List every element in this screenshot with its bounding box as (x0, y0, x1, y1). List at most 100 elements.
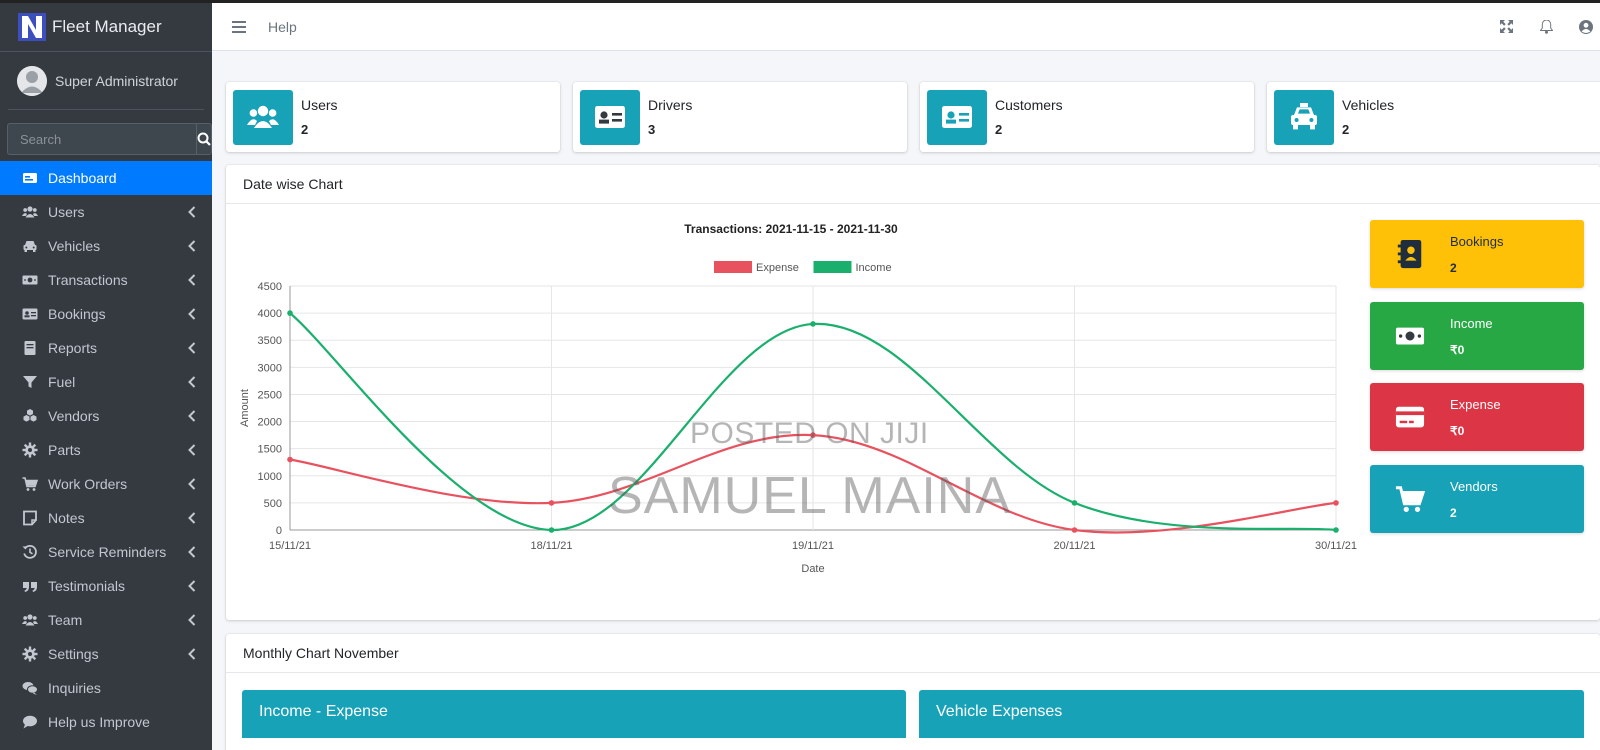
sidebar-item-team[interactable]: Team (0, 603, 212, 637)
chevron-left-icon (188, 580, 198, 592)
stat-value: 2 (1450, 505, 1457, 520)
chevron-left-icon (188, 444, 198, 456)
info-box-customers[interactable]: Customers 2 (920, 82, 1254, 152)
search-button[interactable] (196, 123, 212, 155)
x-tick-label: 18/11/21 (530, 540, 572, 552)
sidebar-item-label: Help us Improve (48, 714, 150, 730)
data-point-expense (287, 456, 293, 463)
sidebar-item-bookings[interactable]: Bookings (0, 297, 212, 331)
help-link[interactable]: Help (268, 18, 297, 35)
vehicle-expenses-panel: Vehicle Expenses (919, 690, 1584, 750)
y-tick-label: 1500 (258, 444, 282, 456)
sidebar-item-label: Vehicles (48, 238, 101, 254)
stat-label: Expense (1450, 396, 1501, 412)
y-tick-label: 4000 (258, 308, 282, 320)
sidebar-item-dashboard[interactable]: Dashboard (0, 161, 212, 195)
book-icon (20, 340, 40, 356)
stat-box-vendors[interactable]: Vendors 2 (1370, 465, 1584, 533)
data-point-income (1333, 527, 1339, 533)
panel-title: Vehicle Expenses (936, 703, 1063, 720)
sidebar-item-testimonials[interactable]: Testimonials (0, 569, 212, 603)
sidebar-item-inquiries[interactable]: Inquiries (0, 671, 212, 705)
id-card-icon (20, 306, 40, 322)
y-axis-label: Amount (239, 389, 251, 427)
info-box-label: Users (301, 97, 338, 113)
chevron-left-icon (188, 274, 198, 286)
sidebar-item-label: Testimonials (48, 578, 126, 594)
info-box-label: Vehicles (1342, 97, 1395, 113)
info-box-vehicles[interactable]: Vehicles 2 (1267, 82, 1600, 152)
sidebar-item-parts[interactable]: Parts (0, 433, 212, 467)
sidebar-nav: Dashboard Users Vehicles Transactions Bookin… (0, 161, 212, 739)
filter-icon (20, 374, 40, 390)
sidebar-item-help-us-improve[interactable]: Help us Improve (0, 705, 212, 739)
info-box-label: Drivers (648, 97, 693, 113)
card-header: Monthly Chart November (226, 634, 1600, 673)
line-chart: 0 500 1000 1500 2000 2500 3000 3500 4000 4500 15/1… (239, 261, 1357, 575)
gear-icon (20, 442, 40, 458)
comments-icon (20, 680, 40, 696)
team-icon (20, 612, 40, 628)
x-tick-label: 19/11/21 (792, 540, 834, 552)
sidebar-item-vehicles[interactable]: Vehicles (0, 229, 212, 263)
fullscreen-icon[interactable] (1498, 19, 1514, 35)
sidebar-item-users[interactable]: Users (0, 195, 212, 229)
sidebar-item-settings[interactable]: Settings (0, 637, 212, 671)
chevron-left-icon (188, 308, 198, 320)
sidebar-item-label: Settings (48, 646, 99, 662)
sidebar-item-label: Work Orders (48, 476, 128, 492)
info-box-drivers[interactable]: Drivers 3 (573, 82, 907, 152)
search-input[interactable] (7, 123, 196, 155)
y-tick-label: 0 (276, 525, 282, 537)
user-panel[interactable]: Super Administrator (8, 52, 204, 110)
brand-logo (16, 11, 48, 43)
stat-label: Income (1450, 315, 1493, 331)
menu-toggle-icon[interactable] (232, 19, 248, 35)
chevron-left-icon (188, 546, 198, 558)
bell-icon[interactable] (1538, 19, 1554, 35)
chevron-left-icon (188, 410, 198, 422)
info-box-number: 3 (648, 122, 656, 137)
stat-box-income[interactable]: Income ₹0 (1370, 302, 1584, 370)
sidebar-item-vendors[interactable]: Vendors (0, 399, 212, 433)
stat-box-bookings[interactable]: Bookings 2 (1370, 220, 1584, 288)
sidebar-item-reports[interactable]: Reports (0, 331, 212, 365)
sidebar-item-label: Inquiries (48, 680, 101, 696)
avatar (17, 65, 47, 96)
cart-icon (1370, 484, 1450, 514)
y-tick-label: 3000 (258, 362, 282, 374)
sidebar-item-label: Service Reminders (48, 544, 167, 560)
series-line-income (289, 312, 1337, 532)
users-icon (20, 204, 40, 220)
chevron-left-icon (188, 648, 198, 660)
y-tick-label: 2500 (258, 389, 282, 401)
y-tick-label: 2000 (258, 417, 282, 429)
brand[interactable]: Fleet Manager (0, 3, 212, 52)
data-point-expense (548, 500, 555, 506)
sidebar-item-transactions[interactable]: Transactions (0, 263, 212, 297)
data-point-income (287, 310, 293, 316)
sidebar-item-notes[interactable]: Notes (0, 501, 212, 535)
info-box-number: 2 (995, 122, 1003, 137)
sidebar-item-label: Team (48, 612, 83, 628)
x-axis-label: Date (801, 563, 824, 575)
sidebar-item-work-orders[interactable]: Work Orders (0, 467, 212, 501)
x-tick-label: 30/11/21 (1315, 540, 1357, 552)
data-point-expense (1071, 527, 1078, 533)
user-circle-icon[interactable] (1578, 19, 1594, 35)
sidebar: Fleet Manager Super Administrator Dashbo… (0, 0, 212, 750)
panel-title: Income - Expense (259, 703, 388, 720)
info-box-number: 2 (1342, 122, 1350, 137)
chevron-left-icon (188, 512, 198, 524)
sidebar-item-fuel[interactable]: Fuel (0, 365, 212, 399)
stat-box-expense[interactable]: Expense ₹0 (1370, 383, 1584, 451)
user-name: Super Administrator (55, 72, 178, 89)
comment-icon (20, 714, 40, 730)
income-expense-panel: Income - Expense (242, 690, 906, 750)
info-box-users[interactable]: Users 2 (226, 82, 560, 152)
car-icon (20, 238, 40, 254)
sidebar-item-service-reminders[interactable]: Service Reminders (0, 535, 212, 569)
money-icon (1370, 321, 1450, 351)
chevron-left-icon (188, 342, 198, 354)
money-icon (20, 272, 40, 288)
